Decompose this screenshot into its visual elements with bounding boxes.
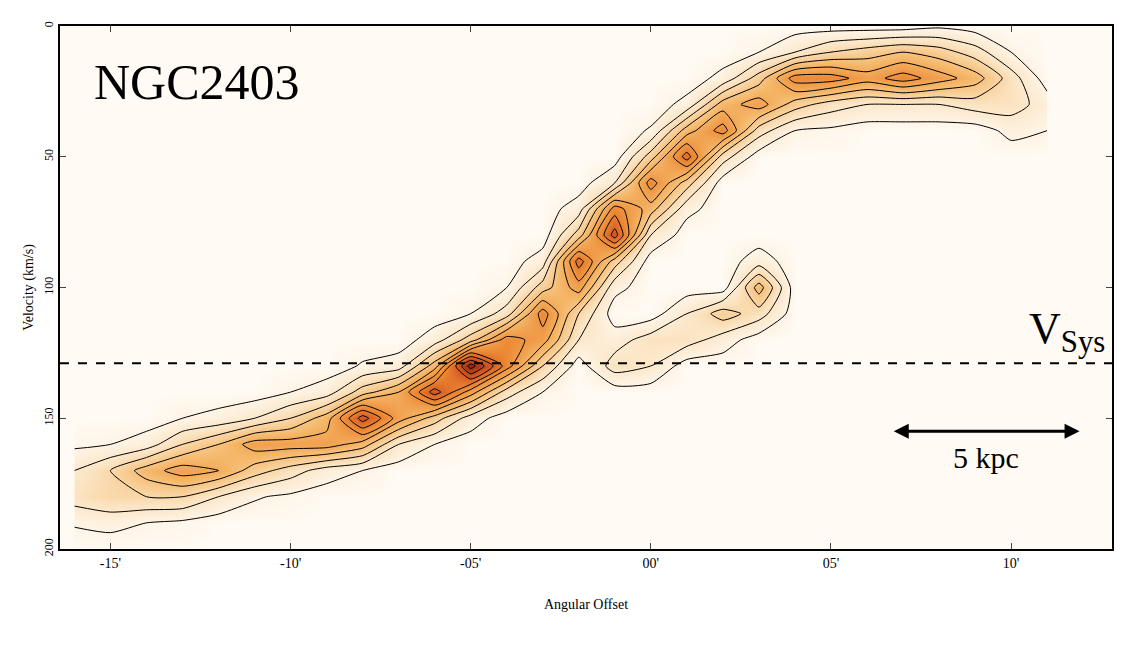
svg-text:200: 200 [42, 538, 56, 556]
svg-text:NGC2403: NGC2403 [94, 54, 300, 110]
svg-text:-10': -10' [280, 556, 301, 571]
svg-text:-05': -05' [460, 556, 481, 571]
svg-text:0: 0 [42, 21, 56, 27]
svg-text:00': 00' [643, 556, 660, 571]
svg-text:100: 100 [42, 277, 56, 295]
svg-text:10': 10' [1003, 556, 1020, 571]
svg-text:05': 05' [823, 556, 840, 571]
svg-text:-15': -15' [100, 556, 121, 571]
svg-text:V​Sys​: V​Sys​ [1029, 304, 1105, 359]
svg-text:150: 150 [42, 407, 56, 425]
svg-text:5 kpc: 5 kpc [953, 441, 1019, 474]
svg-text:Angular Offset: Angular Offset [544, 597, 628, 612]
svg-text:50: 50 [42, 149, 56, 161]
svg-text:Velocity (km/s): Velocity (km/s) [21, 244, 37, 331]
